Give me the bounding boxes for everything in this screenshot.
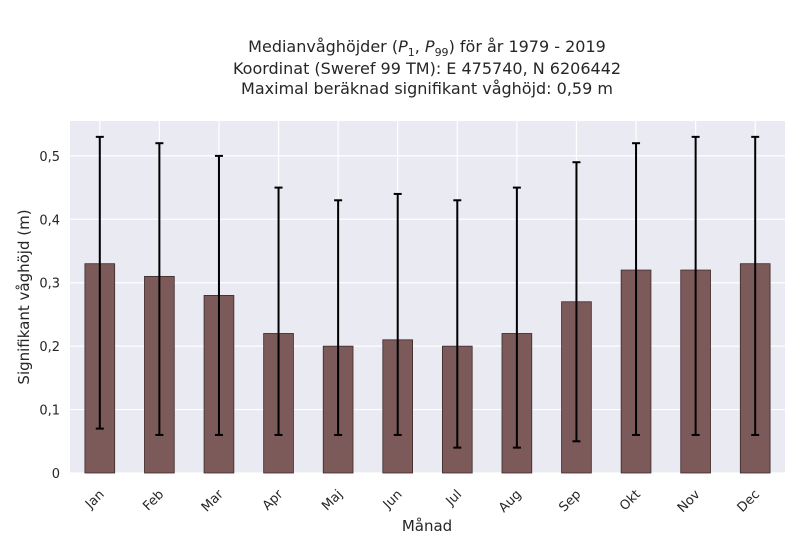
x-tick-label: Nov (675, 487, 704, 516)
chart-title: Medianvåghöjder (P1, P99) för år 1979 - … (233, 37, 621, 98)
y-axis-label: Signifikant våghöjd (m) (15, 209, 33, 384)
x-tick-label: Jul (443, 487, 465, 509)
plot-area (70, 121, 785, 473)
x-tick-label: Dec (735, 487, 763, 515)
y-tick-label: 0,3 (39, 277, 60, 292)
chart-title-line-3: Maximal beräknad signifikant våghöjd: 0,… (241, 79, 613, 98)
chart-title-line-1: Medianvåghöjder (P1, P99) för år 1979 - … (248, 37, 606, 59)
x-axis-ticks: Jan Feb Mar Apr Maj Jun Jul Aug Sep Okt Nov Dec (82, 487, 763, 516)
x-tick-label: Jun (380, 487, 406, 513)
x-tick-label: Feb (140, 487, 167, 514)
x-axis-label: Månad (402, 517, 452, 535)
y-tick-label: 0,1 (39, 404, 60, 419)
y-tick-label: 0,4 (39, 213, 60, 228)
x-tick-label: Maj (319, 487, 346, 514)
y-axis-ticks: 0 0,1 0,2 0,3 0,4 0,5 (39, 150, 60, 482)
x-tick-label: Aug (496, 487, 525, 516)
chart-title-line-2: Koordinat (Sweref 99 TM): E 475740, N 62… (233, 59, 621, 78)
x-tick-label: Okt (617, 487, 644, 514)
y-tick-label: 0,2 (39, 340, 60, 355)
x-tick-label: Apr (260, 487, 287, 514)
x-tick-label: Jan (82, 487, 107, 512)
y-tick-label: 0 (52, 467, 60, 482)
y-tick-label: 0,5 (39, 150, 60, 165)
x-tick-label: Mar (199, 487, 227, 515)
x-tick-label: Sep (556, 487, 584, 515)
error-bars (95, 135, 760, 449)
